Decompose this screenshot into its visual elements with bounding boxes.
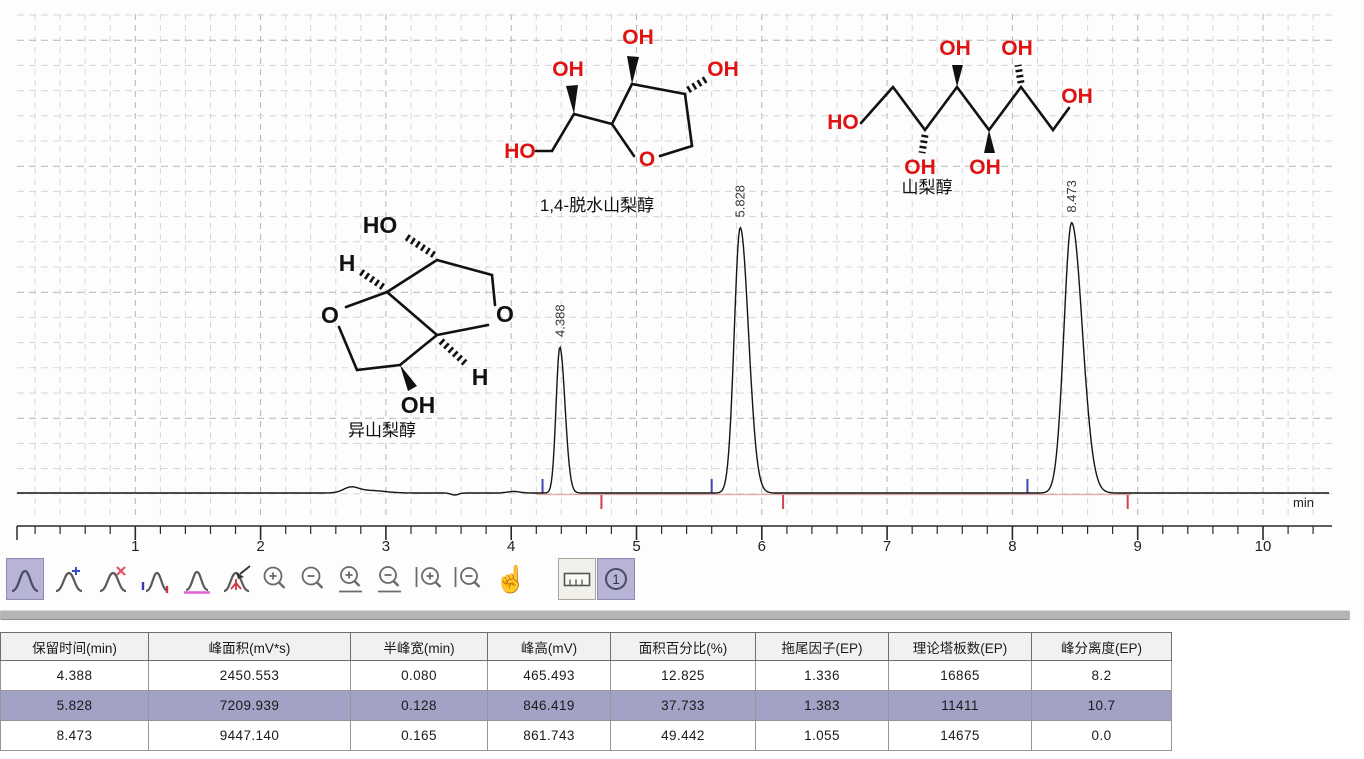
zoom-in-tool[interactable] — [256, 558, 294, 600]
structure-isosorbide: HO H O O H OH 异山梨醇 — [321, 212, 514, 440]
atom-label: OH — [622, 26, 654, 49]
peak-cell[interactable]: 10.7 — [1031, 690, 1172, 721]
x-tick-label: 8 — [1008, 538, 1016, 555]
peak-cell[interactable]: 0.0 — [1031, 720, 1172, 751]
baseline-tool[interactable] — [178, 558, 216, 600]
atom-label: H — [339, 250, 356, 276]
atom-label: H — [472, 364, 489, 390]
peak-rt-label: 8.473 — [1064, 180, 1079, 213]
x-tick-label: 6 — [758, 538, 766, 555]
peak-row[interactable]: 4.388 2450.553 0.080 465.493 12.825 1.336 1686… — [0, 660, 1172, 691]
column-header[interactable]: 面积百分比(%) — [610, 632, 756, 661]
integrate-peak-tool[interactable] — [6, 558, 44, 600]
atom-label: HO — [827, 111, 859, 134]
peak-cell[interactable]: 846.419 — [487, 690, 611, 721]
atom-label: OH — [939, 37, 971, 60]
x-tick-label: 10 — [1255, 538, 1272, 555]
column-header[interactable]: 峰分离度(EP) — [1031, 632, 1172, 661]
atom-label: O — [496, 301, 514, 327]
manual-integration-tool[interactable] — [136, 558, 174, 600]
zoom-out-vertical-tool[interactable] — [449, 558, 487, 600]
atom-label: OH — [1061, 85, 1093, 108]
pan-tool[interactable]: ☝ — [492, 558, 530, 600]
x-tick-label: 4 — [507, 538, 515, 555]
wedge-bond — [400, 365, 417, 391]
delete-peak-tool[interactable] — [94, 558, 132, 600]
peak-cell[interactable]: 14675 — [888, 720, 1032, 751]
toolbar: ☝ 1 — [0, 556, 1364, 606]
column-header[interactable]: 半峰宽(min) — [350, 632, 488, 661]
peak-cell[interactable]: 11411 — [888, 690, 1032, 721]
grid — [17, 14, 1332, 516]
zoom-in-horizontal-tool[interactable] — [332, 558, 370, 600]
add-peak-tool[interactable] — [50, 558, 88, 600]
peak-cell[interactable]: 49.442 — [610, 720, 756, 751]
splitter-bar[interactable] — [0, 610, 1350, 620]
column-header[interactable]: 峰面积(mV*s) — [148, 632, 351, 661]
channel-1-toggle[interactable]: 1 — [597, 558, 635, 600]
x-tick-label: 1 — [131, 538, 139, 555]
peak-cell[interactable]: 8.473 — [0, 720, 149, 751]
atom-label: OH — [552, 58, 584, 81]
peak-cell[interactable]: 5.828 — [0, 690, 149, 721]
peak-cell[interactable]: 465.493 — [487, 660, 611, 691]
atom-label: HO — [363, 212, 398, 238]
peak-cell[interactable]: 37.733 — [610, 690, 756, 721]
structure-sorbitol: HO OH OH OH OH OH 山梨醇 — [827, 37, 1093, 197]
chromatogram-panel[interactable]: 4.388 5.828 8.473 1 2 3 4 5 6 7 8 9 10 min — [0, 0, 1364, 556]
peak-cell[interactable]: 1.383 — [755, 690, 889, 721]
atom-label: OH — [1001, 37, 1033, 60]
atom-label: O — [639, 148, 655, 171]
column-header[interactable]: 峰高(mV) — [487, 632, 611, 661]
peak-cell[interactable]: 0.165 — [350, 720, 488, 751]
column-header[interactable]: 拖尾因子(EP) — [755, 632, 889, 661]
x-tick-label: 3 — [382, 538, 390, 555]
atom-label: OH — [969, 156, 1001, 179]
hand-icon: ☝ — [494, 564, 528, 594]
x-axis-unit: min — [1293, 495, 1314, 510]
peak-cell[interactable]: 2450.553 — [148, 660, 351, 691]
peak-cell[interactable]: 8.2 — [1031, 660, 1172, 691]
peak-cell[interactable]: 861.743 — [487, 720, 611, 751]
chromatogram-trace — [16, 221, 1329, 496]
zoom-out-horizontal-tool[interactable] — [371, 558, 409, 600]
column-header[interactable]: 理论塔板数(EP) — [888, 632, 1032, 661]
structure-caption: 山梨醇 — [902, 178, 953, 197]
peak-rt-label: 4.388 — [552, 304, 567, 337]
ruler-tool[interactable] — [558, 558, 596, 600]
atom-label: HO — [504, 140, 536, 163]
peak-cell[interactable]: 9447.140 — [148, 720, 351, 751]
split-peak-tool[interactable] — [218, 558, 256, 600]
peak-cell[interactable]: 1.055 — [755, 720, 889, 751]
peak-table[interactable]: 保留时间(min) 峰面积(mV*s) 半峰宽(min) 峰高(mV) 面积百分比(%)… — [0, 632, 1172, 751]
x-tick-label: 7 — [883, 538, 891, 555]
peak-row[interactable]: 5.828 7209.939 0.128 846.419 37.733 1.383 1141… — [0, 690, 1172, 721]
peak-cell[interactable]: 1.336 — [755, 660, 889, 691]
column-header[interactable]: 保留时间(min) — [0, 632, 149, 661]
results-panel: 保留时间(min) 峰面积(mV*s) 半峰宽(min) 峰高(mV) 面积百分比(%)… — [0, 622, 1364, 759]
chromatogram-plot[interactable]: 4.388 5.828 8.473 1 2 3 4 5 6 7 8 9 10 min — [0, 0, 1364, 556]
atom-label: OH — [401, 392, 436, 418]
peak-row[interactable]: 8.473 9447.140 0.165 861.743 49.442 1.055 1467… — [0, 720, 1172, 751]
atom-label: OH — [707, 58, 739, 81]
atom-label: OH — [904, 156, 936, 179]
peak-cell[interactable]: 4.388 — [0, 660, 149, 691]
peak-rt-label: 5.828 — [733, 185, 748, 218]
x-tick-label: 5 — [632, 538, 640, 555]
peak-cell[interactable]: 12.825 — [610, 660, 756, 691]
peak-cell[interactable]: 0.128 — [350, 690, 488, 721]
structure-anhydrosorbitol: OH OH OH HO O 1,4-脱水山梨醇 — [504, 26, 739, 215]
structure-caption: 异山梨醇 — [348, 421, 416, 440]
zoom-in-vertical-tool[interactable] — [410, 558, 448, 600]
x-tick-label: 9 — [1134, 538, 1142, 555]
peak-cell[interactable]: 16865 — [888, 660, 1032, 691]
peak-cell[interactable]: 0.080 — [350, 660, 488, 691]
atom-label: O — [321, 302, 339, 328]
zoom-out-tool[interactable] — [294, 558, 332, 600]
peak-cell[interactable]: 7209.939 — [148, 690, 351, 721]
channel-number: 1 — [612, 572, 620, 587]
structure-caption: 1,4-脱水山梨醇 — [540, 196, 654, 215]
x-tick-label: 2 — [256, 538, 264, 555]
